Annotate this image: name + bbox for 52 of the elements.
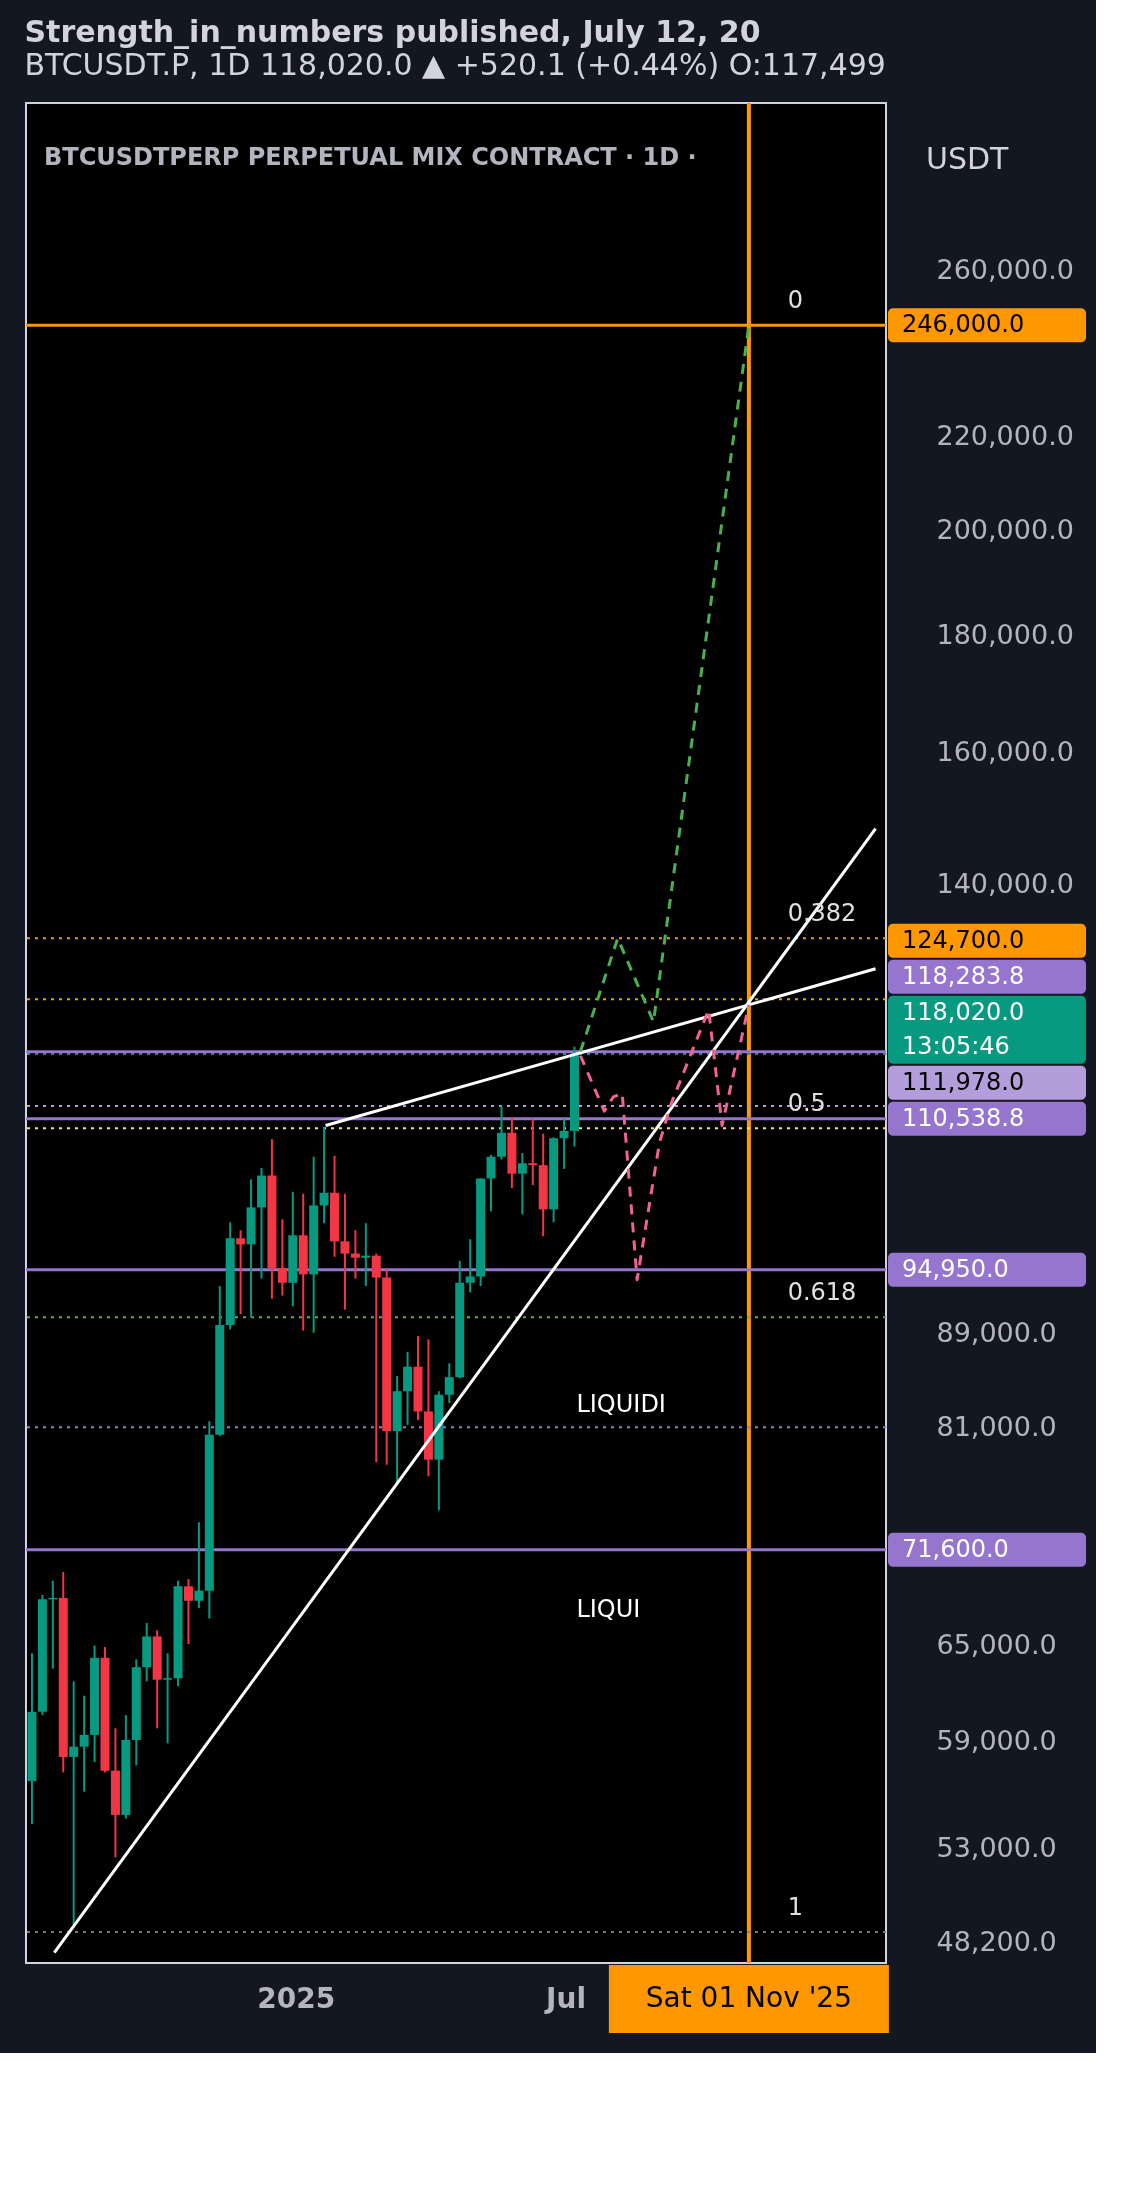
y-tick-label: 220,000.0 <box>936 419 1074 451</box>
x-tick-label: 2025 <box>257 1981 336 2015</box>
candlestick <box>194 1521 204 1610</box>
candlestick <box>350 1229 360 1280</box>
chart-title: Strength_in_numbers published, July 12, 20 <box>24 14 761 49</box>
ref-line-label: 246,000.0 <box>902 310 1025 339</box>
candlestick <box>559 1118 569 1170</box>
candlestick <box>79 1694 89 1793</box>
ref-line-label: 118,283.8 <box>902 961 1025 990</box>
y-tick-label: 53,000.0 <box>936 1831 1057 1863</box>
ref-line-label: 118,020.0 13:05:46 <box>902 997 1025 1060</box>
candlestick <box>371 1252 381 1464</box>
y-tick-label: 180,000.0 <box>936 618 1074 650</box>
ref-line-label: 71,600.0 <box>902 1534 1009 1563</box>
y-tick-label: 160,000.0 <box>936 735 1074 767</box>
candlestick <box>340 1192 350 1311</box>
annotation: BTCUSDTPERP PERPETUAL MIX CONTRACT · 1D · <box>44 143 697 171</box>
ref-line-label: 110,538.8 <box>902 1103 1025 1132</box>
y-tick-label: 65,000.0 <box>936 1629 1057 1661</box>
y-tick-label: 48,200.0 <box>936 1925 1057 1957</box>
annotation: 1 <box>787 1892 803 1921</box>
line-series <box>578 1003 751 1282</box>
annotation: LIQUIDI <box>576 1390 666 1418</box>
candlestick <box>163 1652 173 1745</box>
y-tick-label: 89,000.0 <box>936 1317 1057 1349</box>
candlestick <box>319 1126 329 1225</box>
candlestick <box>183 1578 193 1646</box>
candlestick <box>444 1362 454 1405</box>
candlestick <box>236 1229 246 1315</box>
y-tick-label: 260,000.0 <box>936 253 1074 285</box>
candlestick <box>361 1222 371 1287</box>
y-tick-label: 81,000.0 <box>936 1410 1057 1442</box>
annotation: 0.5 <box>787 1089 826 1118</box>
candlestick <box>528 1118 538 1187</box>
ref-line-label: 111,978.0 <box>902 1067 1025 1096</box>
x-tick-label: Jul <box>544 1981 587 2015</box>
y-tick-label: 59,000.0 <box>936 1725 1057 1757</box>
annotation: 0.618 <box>787 1278 857 1307</box>
candlestick <box>517 1151 527 1216</box>
candlestick <box>277 1218 287 1297</box>
y-tick-label: 200,000.0 <box>936 514 1074 546</box>
candlestick <box>465 1238 475 1294</box>
ref-line-label: 124,700.0 <box>902 925 1025 954</box>
text: USDT <box>926 141 1010 176</box>
candlestick <box>496 1104 506 1161</box>
ref-line-label: 94,950.0 <box>902 1254 1009 1283</box>
y-tick-label: 140,000.0 <box>936 867 1074 899</box>
candlestick <box>486 1153 496 1213</box>
ref-line-label: Sat 01 Nov '25 <box>645 1981 852 2014</box>
annotation: LIQUI <box>576 1594 641 1623</box>
candlestick <box>69 1680 79 1927</box>
annotation: 0 <box>787 286 803 315</box>
